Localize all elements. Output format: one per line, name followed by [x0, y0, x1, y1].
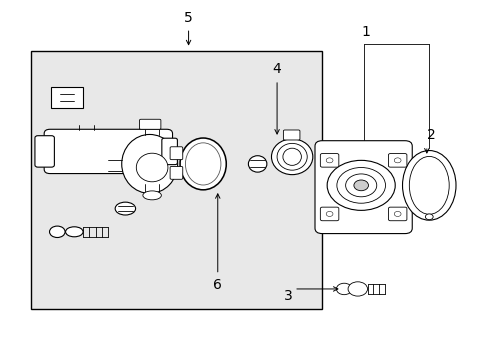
Circle shape — [345, 174, 376, 197]
FancyBboxPatch shape — [139, 119, 161, 129]
Circle shape — [326, 160, 394, 210]
Text: 2: 2 — [426, 129, 435, 143]
Circle shape — [393, 158, 400, 163]
Circle shape — [325, 158, 332, 163]
Ellipse shape — [248, 156, 266, 172]
Ellipse shape — [115, 202, 135, 215]
Text: 5: 5 — [184, 10, 193, 24]
Circle shape — [353, 180, 368, 191]
FancyBboxPatch shape — [162, 138, 177, 165]
Ellipse shape — [277, 143, 306, 170]
Circle shape — [336, 167, 385, 203]
Circle shape — [347, 282, 367, 296]
Ellipse shape — [271, 139, 312, 175]
FancyBboxPatch shape — [170, 147, 183, 159]
Ellipse shape — [283, 148, 301, 165]
Circle shape — [325, 211, 332, 216]
Bar — [30, 51, 322, 309]
Ellipse shape — [408, 157, 448, 214]
FancyBboxPatch shape — [170, 166, 183, 179]
Text: 4: 4 — [272, 62, 281, 76]
Circle shape — [393, 211, 400, 216]
FancyBboxPatch shape — [35, 136, 54, 167]
FancyBboxPatch shape — [314, 141, 411, 234]
Circle shape — [425, 214, 432, 220]
Ellipse shape — [142, 191, 161, 200]
Ellipse shape — [65, 227, 83, 237]
FancyBboxPatch shape — [387, 154, 406, 167]
Ellipse shape — [122, 134, 177, 193]
FancyBboxPatch shape — [51, 87, 82, 108]
Text: 6: 6 — [213, 278, 222, 292]
FancyBboxPatch shape — [320, 207, 338, 221]
Ellipse shape — [49, 226, 65, 238]
Ellipse shape — [185, 143, 221, 185]
Ellipse shape — [136, 153, 167, 182]
FancyBboxPatch shape — [283, 130, 299, 140]
Text: 1: 1 — [361, 25, 370, 39]
Ellipse shape — [180, 138, 226, 190]
FancyBboxPatch shape — [44, 129, 172, 174]
FancyBboxPatch shape — [387, 207, 406, 221]
FancyBboxPatch shape — [320, 154, 338, 167]
Text: 3: 3 — [284, 289, 292, 303]
Ellipse shape — [402, 150, 455, 220]
Circle shape — [336, 283, 351, 295]
